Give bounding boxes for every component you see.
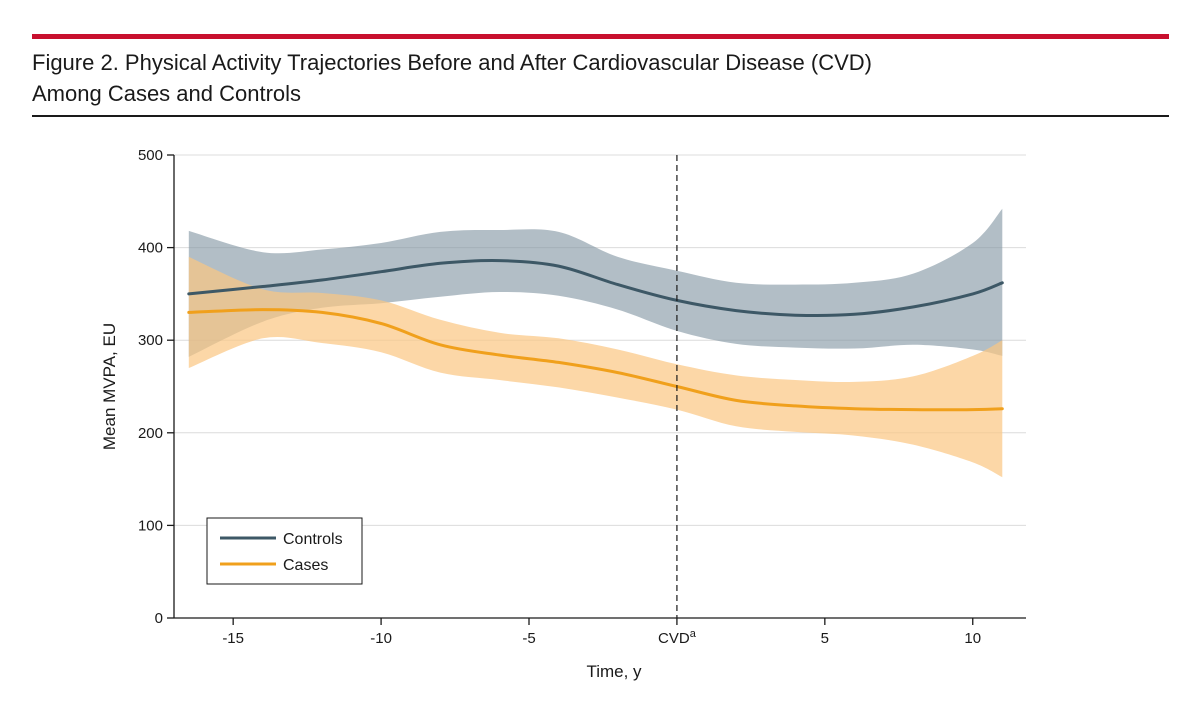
x-tick-label-10: 10 <box>964 630 981 647</box>
confidence-band-controls <box>188 208 1003 357</box>
y-tick-label-200: 200 <box>138 425 163 442</box>
ticks: 0 100 200 300 400 500 -15 -10 -5 CVDa 5 10 <box>138 147 981 647</box>
legend-label-cases: Cases <box>283 557 328 574</box>
y-tick-label-0: 0 <box>155 610 163 627</box>
x-tick-label-0: CVDa <box>658 628 697 647</box>
axes <box>173 155 1026 619</box>
x-tick-label-5: 5 <box>821 630 829 647</box>
title-underline-rule <box>32 115 1169 117</box>
x-tick-superscript: a <box>690 628 697 640</box>
figure-title: Figure 2. Physical Activity Trajectories… <box>32 47 1169 109</box>
series-lines <box>187 258 1004 412</box>
legend-label-controls: Controls <box>283 531 343 548</box>
x-axis-title: Time, y <box>586 662 642 681</box>
y-tick-label-400: 400 <box>138 240 163 257</box>
top-accent-rule <box>32 34 1169 39</box>
legend-box <box>206 517 363 585</box>
x-tick-label--15: -15 <box>222 630 244 647</box>
legend: Controls Cases <box>206 517 363 585</box>
series-line-cases <box>187 308 1004 412</box>
series-line-controls <box>187 258 1004 318</box>
x-tick-label--10: -10 <box>370 630 392 647</box>
y-tick-label-500: 500 <box>138 147 163 164</box>
x-tick-label--5: -5 <box>522 630 535 647</box>
figure-title-line-1: Figure 2. Physical Activity Trajectories… <box>32 50 872 75</box>
y-tick-label-100: 100 <box>138 517 163 534</box>
confidence-bands <box>188 208 1003 478</box>
y-tick-label-300: 300 <box>138 332 163 349</box>
figure-title-line-2: Among Cases and Controls <box>32 81 302 106</box>
y-axis-title: Mean MVPA, EU <box>100 323 119 450</box>
